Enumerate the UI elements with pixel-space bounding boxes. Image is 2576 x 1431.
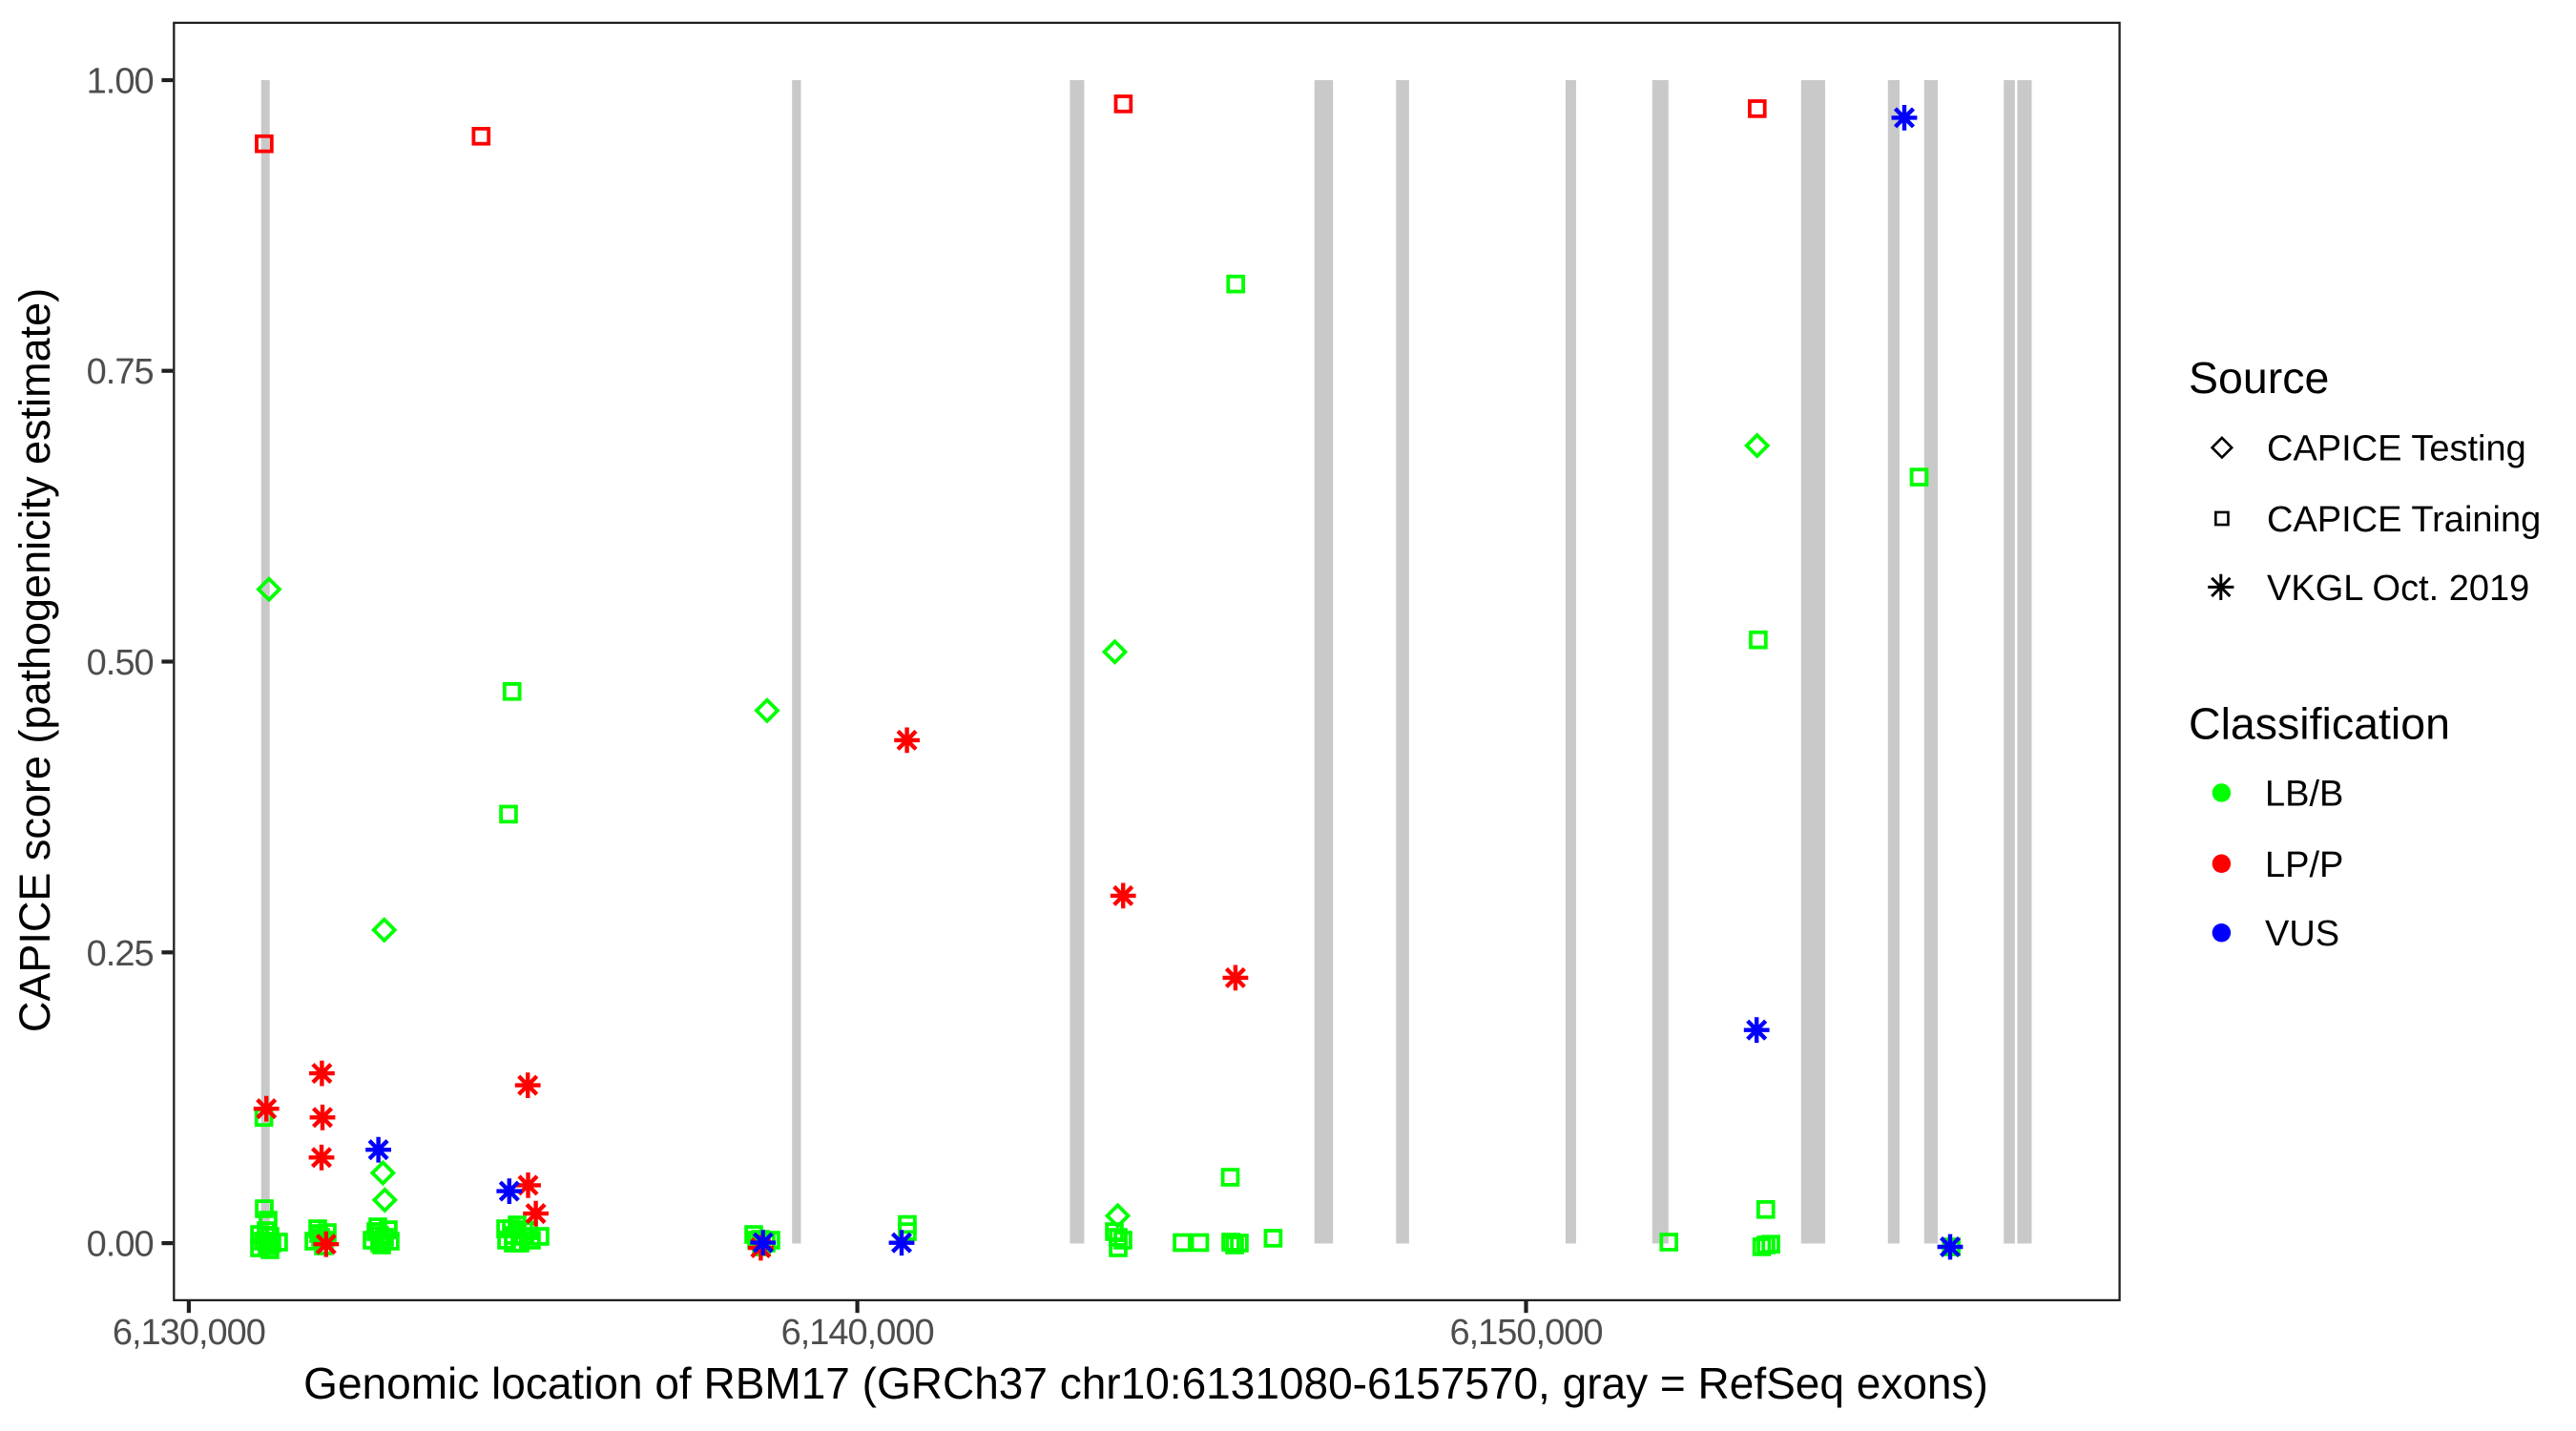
svg-text:LB/B: LB/B — [2265, 775, 2343, 815]
svg-text:Genomic location of RBM17 (GRC: Genomic location of RBM17 (GRCh37 chr10:… — [303, 1358, 1988, 1408]
svg-text:6,130,000: 6,130,000 — [113, 1313, 265, 1353]
svg-text:VKGL Oct. 2019: VKGL Oct. 2019 — [2267, 569, 2529, 609]
svg-text:CAPICE score (pathogenicity es: CAPICE score (pathogenicity estimate) — [10, 288, 59, 1032]
svg-text:CAPICE Testing: CAPICE Testing — [2267, 429, 2526, 469]
svg-text:Classification: Classification — [2189, 699, 2450, 749]
svg-text:VUS: VUS — [2265, 914, 2339, 954]
svg-text:1.00: 1.00 — [87, 62, 154, 102]
svg-text:6,150,000: 6,150,000 — [1449, 1313, 1602, 1353]
svg-text:0.00: 0.00 — [87, 1225, 154, 1265]
svg-text:0.25: 0.25 — [87, 934, 154, 974]
svg-text:0.75: 0.75 — [87, 352, 154, 392]
svg-text:LP/P: LP/P — [2265, 845, 2343, 885]
svg-text:6,140,000: 6,140,000 — [781, 1313, 934, 1353]
svg-text:Source: Source — [2189, 353, 2329, 403]
svg-text:0.50: 0.50 — [87, 643, 154, 683]
svg-text:CAPICE Training: CAPICE Training — [2267, 500, 2541, 540]
